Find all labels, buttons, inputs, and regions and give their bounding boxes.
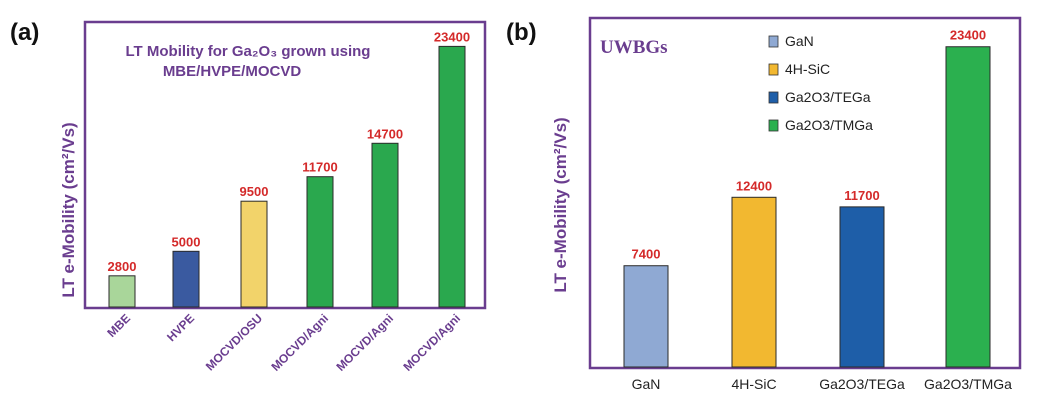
panel-a-bar [371, 142, 399, 308]
panel-a: (a) LT e-Mobility (cm²/Vs) LT Mobility f… [10, 19, 487, 374]
panel-a-tick-label: HVPE [164, 311, 197, 344]
panel-b-bar [839, 206, 885, 368]
panel-a-frame [83, 20, 487, 310]
panel-a-tick-label: MBE [104, 311, 133, 340]
panel-b: (b) LT e-Mobility (cm²/Vs) UWBGs GaN 4H-S… [506, 16, 1022, 392]
legend-entry: Ga2O3/TMGa [785, 117, 873, 133]
panel-b-bar [945, 46, 991, 368]
panel-b-value-label: 7400 [632, 247, 661, 262]
legend-swatch [768, 119, 779, 132]
panel-a-tick-label: MOCVD/OSU [203, 311, 265, 373]
panel-b-bar [623, 265, 669, 368]
legend-entry: GaN [785, 33, 814, 49]
panel-b-value-label: 11700 [844, 188, 879, 203]
panel-b-bar [731, 196, 777, 368]
panel-a-bar [108, 275, 136, 308]
panel-b-label: (b) [506, 19, 537, 46]
panel-a-bar [438, 45, 466, 308]
legend-entry: 4H-SiC [785, 61, 830, 77]
panel-a-value-label: 2800 [108, 259, 137, 274]
legend-swatch [768, 63, 779, 76]
panel-b-bars: 7400 GaN 12400 4H-SiC 11700 Ga2O3/TEGa 23400 Ga… [623, 28, 1012, 392]
panel-a-bars: 2800 MBE 5000 HVPE 9500 MOCVD/OSU 11700 MOCVD/A… [104, 29, 470, 374]
panel-b-inset-label: UWBGs [600, 37, 668, 58]
panel-b-legend: GaN 4H-SiC Ga2O3/TEGa Ga2O3/TMGa [768, 33, 873, 133]
panel-b-tick-label: GaN [632, 376, 661, 392]
panel-a-tick-label: MOCVD/Agni [268, 311, 331, 374]
panel-a-bar [240, 200, 268, 308]
panel-a-value-label: 14700 [367, 126, 403, 141]
panel-a-bar [306, 176, 334, 308]
panel-b-value-label: 23400 [950, 28, 986, 43]
panel-a-title-line2: MBE/HVPE/MOCVD [163, 63, 302, 80]
panel-b-value-label: 12400 [736, 178, 772, 193]
panel-a-ylabel: LT e-Mobility (cm²/Vs) [59, 122, 78, 297]
panel-b-frame [588, 16, 1022, 370]
legend-entry: Ga2O3/TEGa [785, 89, 871, 105]
panel-b-ylabel: LT e-Mobility (cm²/Vs) [551, 117, 570, 292]
panel-b-tick-label: Ga2O3/TMGa [924, 376, 1012, 392]
panel-a-bar [172, 250, 200, 308]
panel-b-tick-label: 4H-SiC [731, 376, 776, 392]
panel-a-tick-label: MOCVD/Agni [333, 311, 396, 374]
legend-swatch [768, 91, 779, 104]
panel-a-title-line1: LT Mobility for Ga₂O₃ grown using [126, 43, 371, 60]
panel-b-tick-label: Ga2O3/TEGa [819, 376, 905, 392]
panel-a-value-label: 9500 [240, 184, 269, 199]
panel-a-value-label: 5000 [172, 234, 201, 249]
panel-a-tick-label: MOCVD/Agni [400, 311, 463, 374]
legend-swatch [768, 35, 779, 48]
panel-a-label: (a) [10, 19, 39, 46]
panel-a-value-label: 23400 [434, 29, 470, 44]
panel-a-value-label: 11700 [302, 160, 337, 175]
